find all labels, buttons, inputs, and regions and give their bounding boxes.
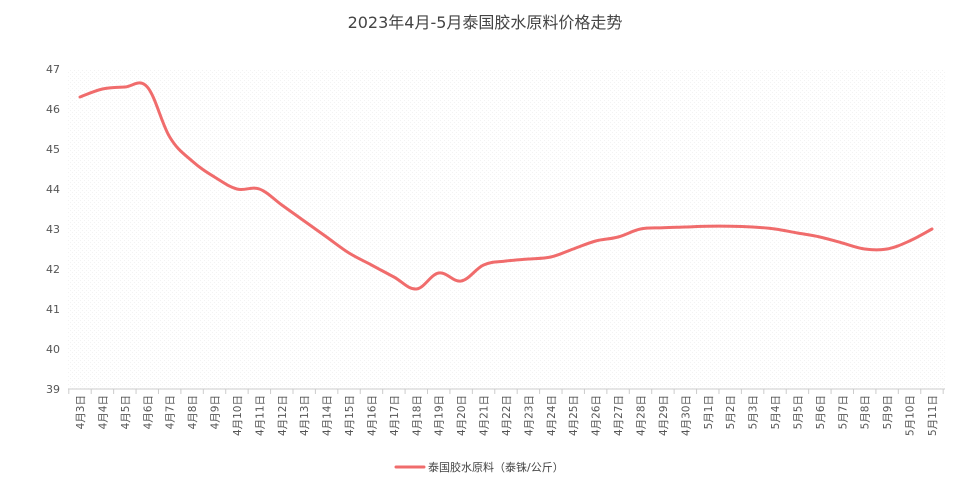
chart-title: 2023年4月-5月泰国胶水原料价格走势 (348, 13, 623, 32)
x-tick-label: 4月22日 (501, 395, 513, 436)
x-tick-label: 4月23日 (523, 395, 535, 436)
x-tick-label: 4月10日 (232, 395, 244, 436)
x-tick-label: 5月9日 (882, 395, 894, 429)
x-tick-label: 4月16日 (366, 395, 378, 436)
x-tick-label: 5月3日 (748, 395, 760, 429)
x-tick-label: 4月21日 (479, 395, 491, 436)
x-tick-label: 5月5日 (792, 395, 804, 429)
x-tick-label: 4月8日 (187, 395, 199, 429)
x-tick-label: 4月30日 (680, 395, 692, 436)
x-tick-label: 4月11日 (254, 395, 266, 436)
x-tick-label: 4月18日 (411, 395, 423, 436)
x-tick-label: 4月20日 (456, 395, 468, 436)
x-tick-label: 4月4日 (97, 395, 109, 429)
x-tick-label: 4月13日 (299, 395, 311, 436)
x-tick-label: 4月14日 (322, 395, 334, 436)
y-tick-label: 43 (46, 223, 60, 236)
series-line (78, 81, 934, 291)
x-tick-label: 4月17日 (389, 395, 401, 436)
x-tick-label: 5月8日 (860, 395, 872, 429)
x-tick-label: 4月7日 (165, 395, 177, 429)
x-tick-label: 4月19日 (434, 395, 446, 436)
y-tick-label: 45 (46, 143, 60, 156)
series-layer (78, 81, 934, 291)
x-tick-label: 5月6日 (815, 395, 827, 429)
y-tick-label: 41 (46, 303, 60, 316)
plot-background (68, 69, 945, 389)
x-tick-label: 4月29日 (658, 395, 670, 436)
x-tick-label: 5月7日 (837, 395, 849, 429)
y-tick-label: 47 (46, 63, 60, 76)
x-tick-label: 5月4日 (770, 395, 782, 429)
y-tick-label: 42 (46, 263, 60, 276)
x-tick-label: 4月24日 (546, 395, 558, 436)
x-tick-label: 5月11日 (927, 395, 939, 436)
x-tick-label: 4月5日 (120, 395, 132, 429)
y-tick-label: 44 (46, 183, 60, 196)
x-axis: 4月3日 4月4日 4月5日 4月6日 4月7日 4月8日 4月9日 4月10日 4月11日 4月… (68, 388, 945, 436)
legend: 泰国胶水原料（泰铢/公斤） (394, 460, 564, 474)
x-tick-label: 4月6日 (142, 395, 154, 429)
x-tick-label: 4月9日 (210, 395, 222, 429)
x-tick-label: 4月26日 (591, 395, 603, 436)
y-tick-label: 46 (46, 103, 60, 116)
x-tick-label: 4月12日 (277, 395, 289, 436)
x-tick-label: 4月3日 (75, 395, 87, 429)
y-axis: 39 40 41 42 43 44 45 46 47 (46, 63, 60, 396)
y-tick-label: 39 (46, 383, 60, 396)
x-tick-label: 4月28日 (636, 395, 648, 436)
y-tick-label: 40 (46, 343, 60, 356)
legend-label: 泰国胶水原料（泰铢/公斤） (428, 460, 564, 474)
x-tick-label: 5月2日 (725, 395, 737, 429)
x-tick-label: 4月15日 (344, 395, 356, 436)
x-tick-label: 4月25日 (568, 395, 580, 436)
x-tick-label: 4月27日 (613, 395, 625, 436)
x-tick-label: 5月1日 (703, 395, 715, 429)
x-tick-label: 5月10日 (905, 395, 917, 436)
